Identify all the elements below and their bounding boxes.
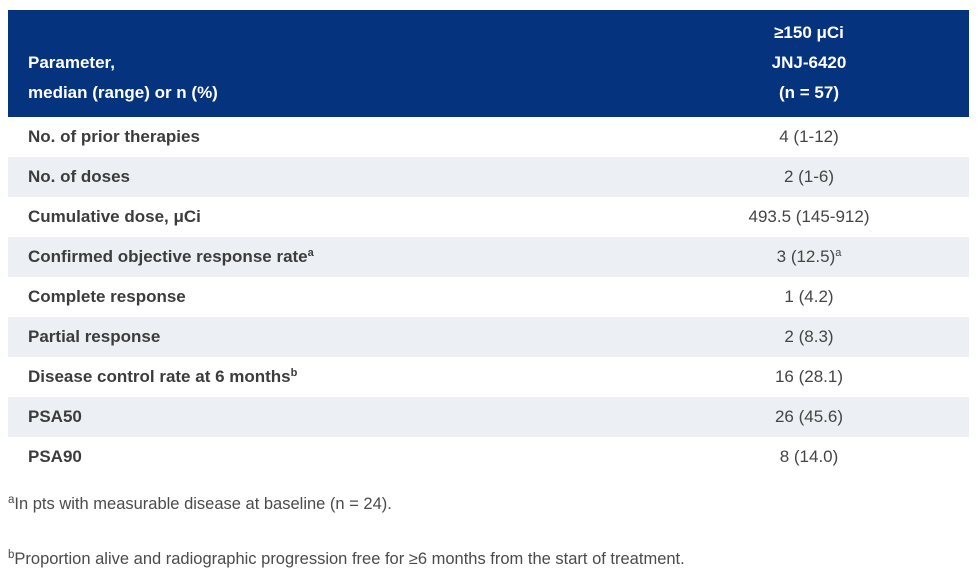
row-value: 8 (14.0): [649, 437, 969, 477]
row-value-text: 2 (8.3): [784, 327, 834, 346]
footnotes: aIn pts with measurable disease at basel…: [8, 494, 969, 569]
footnote-b: bProportion alive and radiographic progr…: [8, 549, 969, 569]
row-value: 2 (1-6): [649, 157, 969, 197]
table-row: No. of prior therapies 4 (1-12): [8, 117, 969, 157]
row-label-text: PSA50: [28, 407, 82, 426]
header-cohort-cell: ≥150 μCi JNJ-6420 (n = 57): [649, 10, 969, 117]
row-label: Cumulative dose, μCi: [8, 197, 649, 237]
footnote-a-text: In pts with measurable disease at baseli…: [14, 495, 392, 513]
row-label: Partial response: [8, 317, 649, 357]
footnote-b-marker: b: [8, 549, 15, 561]
row-label: No. of doses: [8, 157, 649, 197]
footnote-b-text: Proportion alive and radiographic progre…: [14, 550, 685, 568]
row-value-sup: a: [835, 247, 842, 259]
table-body: No. of prior therapies 4 (1-12) No. of d…: [8, 117, 969, 477]
row-value-text: 493.5 (145-912): [748, 207, 870, 226]
table-row: Disease control rate at 6 monthsb 16 (28…: [8, 357, 969, 397]
row-label-sup: b: [290, 367, 298, 379]
row-label-text: No. of prior therapies: [28, 127, 200, 146]
row-label: PSA90: [8, 437, 649, 477]
row-value-text: 8 (14.0): [779, 447, 839, 466]
row-value-text: 1 (4.2): [784, 287, 834, 306]
header-parameter-line1: Parameter,: [28, 53, 115, 72]
row-label: Confirmed objective response ratea: [8, 237, 649, 277]
row-label: PSA50: [8, 397, 649, 437]
table-row: Confirmed objective response ratea 3 (12…: [8, 237, 969, 277]
row-value: 4 (1-12): [649, 117, 969, 157]
table-row: No. of doses 2 (1-6): [8, 157, 969, 197]
table-row: Cumulative dose, μCi 493.5 (145-912): [8, 197, 969, 237]
header-parameter-line2: median (range) or n (%): [28, 83, 218, 102]
table-row: Partial response 2 (8.3): [8, 317, 969, 357]
row-value: 2 (8.3): [649, 317, 969, 357]
table-row: PSA50 26 (45.6): [8, 397, 969, 437]
row-label-text: Cumulative dose, μCi: [28, 207, 201, 226]
row-value-text: 3 (12.5): [776, 247, 836, 266]
row-label-text: Complete response: [28, 287, 186, 306]
row-value: 26 (45.6): [649, 397, 969, 437]
row-value: 16 (28.1): [649, 357, 969, 397]
row-value-text: 16 (28.1): [774, 367, 844, 386]
footnote-a: aIn pts with measurable disease at basel…: [8, 494, 969, 514]
row-label: Complete response: [8, 277, 649, 317]
header-cohort-line1: ≥150 μCi: [774, 23, 844, 42]
header-cohort-line2: JNJ-6420: [771, 53, 847, 72]
row-value: 3 (12.5)a: [649, 237, 969, 277]
header-row: Parameter, median (range) or n (%) ≥150 …: [8, 10, 969, 117]
row-value-text: 4 (1-12): [779, 127, 839, 146]
table-row: Complete response 1 (4.2): [8, 277, 969, 317]
header-parameter-cell: Parameter, median (range) or n (%): [8, 10, 649, 117]
row-label-text: Partial response: [28, 327, 161, 346]
row-label-text: Confirmed objective response rate: [28, 247, 308, 266]
table-header: Parameter, median (range) or n (%) ≥150 …: [8, 10, 969, 117]
row-value-text: 26 (45.6): [774, 407, 844, 426]
header-cohort-line3: (n = 57): [779, 83, 839, 102]
row-value: 493.5 (145-912): [649, 197, 969, 237]
row-label: No. of prior therapies: [8, 117, 649, 157]
table-row: PSA90 8 (14.0): [8, 437, 969, 477]
results-table: Parameter, median (range) or n (%) ≥150 …: [8, 10, 969, 477]
row-label: Disease control rate at 6 monthsb: [8, 357, 649, 397]
row-label-sup: a: [307, 247, 314, 259]
row-value-text: 2 (1-6): [783, 167, 835, 186]
row-label-text: Disease control rate at 6 months: [28, 367, 291, 386]
row-value: 1 (4.2): [649, 277, 969, 317]
row-label-text: No. of doses: [28, 167, 131, 186]
footnote-a-marker: a: [8, 494, 15, 506]
row-label-text: PSA90: [28, 447, 82, 466]
